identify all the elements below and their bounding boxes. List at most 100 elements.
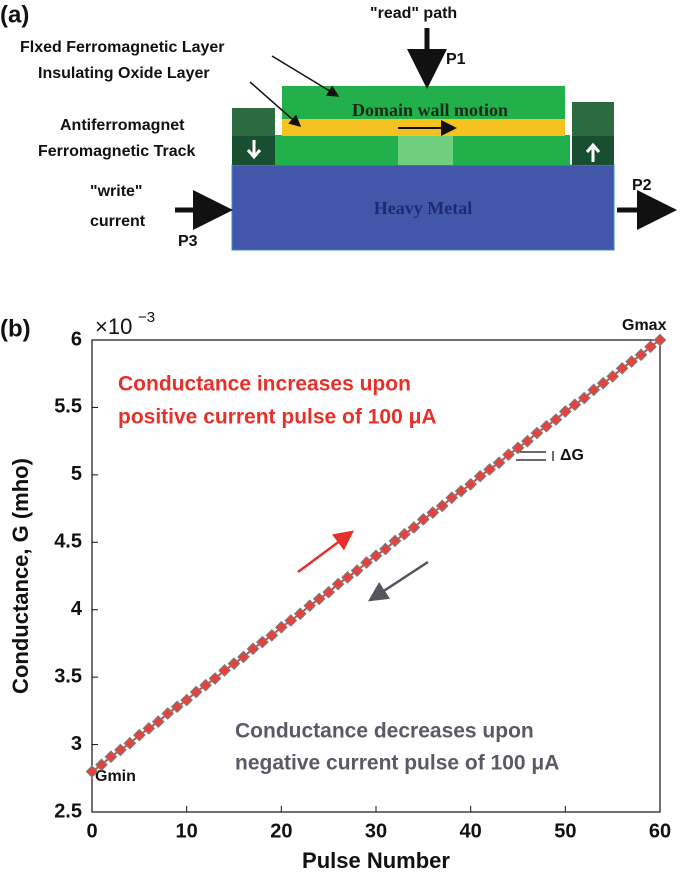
data-point: [237, 650, 250, 664]
annotation: Conductance increases upon: [118, 373, 411, 396]
x-tick-label: 40: [460, 820, 482, 842]
y-tick-label: 3.5: [54, 665, 82, 687]
data-point: [388, 534, 402, 548]
data-point: [161, 707, 175, 720]
data-point: [426, 506, 440, 519]
layer-label: Insulating Oxide Layer: [38, 65, 210, 82]
data-point: [360, 556, 373, 569]
data-point: [350, 564, 364, 577]
data-point: [473, 469, 487, 483]
up-arrow: [585, 142, 601, 162]
data-point: [540, 419, 553, 433]
afm-right: [572, 102, 614, 136]
data-point: [379, 542, 392, 556]
y-axis-label: Conductance, G (mho): [8, 458, 33, 694]
x-tick-label: 30: [365, 820, 387, 842]
down-arrow: [246, 140, 262, 160]
data-point: [265, 628, 279, 642]
domain-wall-label: Domain wall motion: [352, 100, 508, 120]
data-point: [606, 370, 620, 383]
data-point: [435, 499, 449, 513]
data-point: [293, 607, 307, 621]
data-point: [341, 571, 354, 584]
annotation: Gmax: [622, 317, 667, 334]
data-point: [416, 513, 430, 526]
data-point: [511, 441, 525, 455]
data-point: [492, 456, 506, 470]
data-point: [303, 599, 317, 613]
data-point: [568, 398, 582, 412]
p3-label: P3: [178, 233, 198, 250]
increase-arrow: [297, 530, 355, 574]
x-tick-label: 10: [176, 820, 198, 842]
layer-label: Flxed Ferromagnetic Layer: [20, 39, 225, 56]
domain-region: [398, 136, 453, 165]
y-tick-label: 5.5: [54, 396, 82, 418]
data-point: [398, 527, 411, 541]
data-point: [615, 361, 629, 375]
x-tick-label: 60: [649, 820, 671, 842]
data-point: [407, 521, 421, 534]
data-point: [246, 642, 260, 656]
y-tick-label: 4: [71, 598, 83, 620]
annotation: positive current pulse of 100 μA: [118, 406, 437, 429]
data-point: [95, 758, 108, 772]
y-tick-label: 4.5: [54, 531, 82, 553]
data-point: [151, 715, 165, 728]
heavy-metal-layer: [231, 164, 615, 251]
data-point: [274, 620, 288, 634]
p1-label: P1: [446, 51, 466, 68]
data-point: [587, 383, 601, 397]
data-point: [521, 434, 534, 448]
data-point: [256, 635, 269, 649]
data-point: [227, 657, 241, 671]
data-point: [132, 728, 146, 742]
data-point: [445, 491, 459, 505]
data-point: [644, 340, 657, 354]
panel-label: (b): [0, 315, 31, 342]
y-multiplier: ×10: [95, 314, 132, 339]
data-point: [331, 577, 345, 591]
y-multiplier-exponent: −3: [138, 309, 155, 326]
device-diagram: (a) "read" path P1 Flxed Ferromagnetic L…: [0, 1, 677, 251]
p2-label: P2: [632, 177, 652, 194]
write-label: current: [90, 213, 146, 230]
data-point: [199, 678, 212, 692]
layer-label: Ferromagnetic Track: [38, 143, 196, 160]
y-tick-label: 6: [71, 328, 82, 350]
layer-label: Antiferromagnet: [60, 117, 185, 134]
chart: (b) ×10 −3 Pulse Number Conductance, G (…: [0, 309, 671, 873]
data-point: [549, 413, 563, 426]
data-point: [653, 333, 667, 347]
afm-left: [232, 108, 275, 136]
x-tick-label: 20: [270, 820, 292, 842]
write-label: "write": [90, 183, 143, 200]
x-axis-label: Pulse Number: [302, 848, 450, 873]
decrease-arrow: [367, 560, 429, 602]
data-point: [85, 765, 99, 778]
x-tick-label: 0: [86, 820, 97, 842]
data-point: [625, 355, 638, 368]
data-point: [189, 685, 203, 699]
data-point: [577, 391, 591, 405]
annotation: Conductance decreases upon: [235, 720, 534, 743]
y-tick-label: 5: [71, 463, 82, 485]
data-point: [114, 743, 127, 757]
y-tick-label: 3: [71, 733, 82, 755]
data-point: [634, 348, 648, 362]
pointer: [249, 81, 302, 127]
heavy-metal-label: Heavy Metal: [374, 198, 472, 218]
data-point: [312, 592, 326, 606]
data-point: [218, 664, 231, 677]
delta-label: ΔG: [560, 447, 584, 464]
data-point: [596, 376, 610, 390]
data-point: [502, 448, 515, 461]
data-point: [180, 693, 194, 707]
data-point: [170, 700, 184, 714]
annotation: Gmin: [95, 768, 136, 785]
annotation: negative current pulse of 100 μA: [235, 752, 559, 775]
y-tick-label: 2.5: [54, 800, 82, 822]
data-point: [369, 549, 383, 563]
data-point: [123, 736, 137, 750]
